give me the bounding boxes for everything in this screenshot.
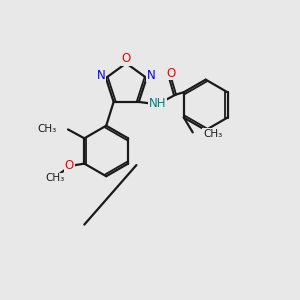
Text: CH₃: CH₃ [203, 129, 222, 139]
Text: NH: NH [148, 97, 166, 110]
Text: N: N [147, 68, 155, 82]
Text: N: N [97, 68, 106, 82]
Text: O: O [65, 159, 74, 172]
Text: O: O [122, 52, 131, 65]
Text: CH₃: CH₃ [45, 173, 64, 184]
Text: CH₃: CH₃ [38, 124, 57, 134]
Text: O: O [167, 67, 176, 80]
